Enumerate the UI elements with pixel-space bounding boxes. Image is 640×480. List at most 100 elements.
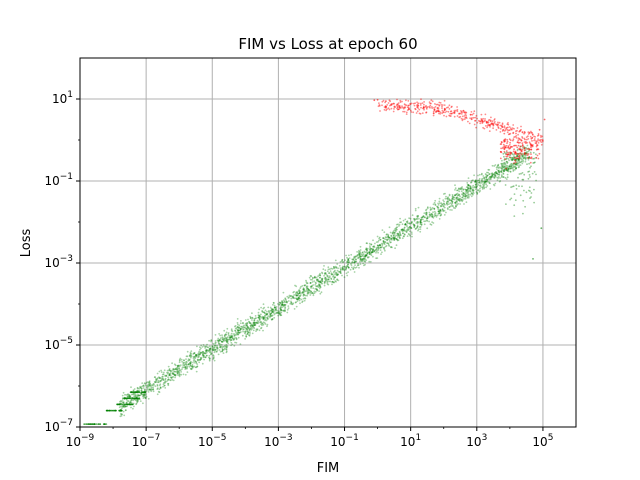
- data-point: [134, 394, 137, 396]
- data-point: [461, 196, 464, 199]
- data-point: [279, 312, 282, 314]
- data-point: [316, 278, 318, 281]
- data-point: [501, 122, 504, 125]
- data-point: [209, 357, 211, 360]
- data-point: [491, 174, 494, 177]
- data-point: [393, 232, 395, 234]
- data-point: [413, 226, 416, 229]
- data-point: [534, 161, 536, 164]
- data-point: [518, 164, 520, 167]
- data-point: [163, 384, 166, 387]
- data-point: [527, 150, 530, 152]
- data-point: [214, 344, 216, 346]
- data-point: [308, 276, 311, 279]
- data-point: [506, 140, 509, 143]
- data-point: [256, 328, 259, 331]
- data-point: [513, 162, 515, 165]
- data-point: [230, 341, 233, 344]
- data-point: [445, 201, 448, 204]
- data-point: [244, 331, 247, 334]
- data-point: [470, 187, 472, 190]
- data-point: [323, 282, 326, 285]
- data-point: [236, 322, 239, 324]
- data-point: [499, 167, 502, 169]
- data-point: [139, 385, 142, 388]
- data-point: [143, 396, 146, 398]
- data-point: [383, 246, 385, 249]
- data-point: [238, 326, 241, 329]
- data-point: [341, 267, 344, 270]
- data-point: [193, 356, 196, 359]
- data-point: [140, 391, 143, 394]
- data-point: [289, 294, 292, 297]
- data-point: [432, 211, 434, 214]
- data-point: [537, 138, 539, 141]
- data-point: [223, 348, 226, 351]
- data-point: [455, 198, 458, 200]
- data-point: [387, 107, 390, 110]
- data-point: [498, 171, 500, 174]
- data-point: [241, 334, 244, 337]
- data-point: [203, 352, 206, 355]
- data-point: [512, 150, 515, 153]
- data-point: [459, 203, 461, 205]
- data-point: [224, 347, 226, 350]
- data-point: [415, 227, 417, 230]
- data-point: [326, 274, 329, 277]
- data-point: [135, 403, 138, 406]
- data-point: [438, 209, 441, 212]
- data-point: [529, 176, 531, 178]
- data-point: [172, 371, 174, 374]
- data-point: [209, 349, 212, 352]
- data-point: [292, 302, 295, 305]
- data-point: [493, 176, 496, 179]
- data-point: [271, 315, 273, 317]
- data-point: [406, 235, 409, 238]
- data-point: [442, 209, 444, 212]
- data-point: [361, 251, 364, 254]
- data-point: [267, 315, 270, 317]
- data-point: [225, 341, 228, 343]
- data-point: [475, 186, 477, 189]
- data-point: [384, 245, 387, 248]
- data-point: [444, 111, 446, 114]
- data-point: [321, 280, 324, 282]
- data-point: [245, 324, 248, 326]
- data-point: [344, 259, 346, 262]
- data-point: [483, 177, 486, 180]
- data-point: [218, 340, 221, 342]
- data-point: [443, 214, 446, 216]
- data-point: [366, 249, 368, 252]
- data-point: [334, 259, 337, 262]
- data-point: [429, 106, 431, 109]
- data-point: [219, 346, 222, 349]
- data-point: [299, 292, 301, 295]
- data-point: [521, 185, 523, 188]
- data-point: [184, 366, 187, 368]
- data-point: [447, 201, 450, 203]
- data-point: [489, 176, 491, 178]
- data-point: [498, 121, 501, 124]
- data-point: [391, 239, 393, 241]
- data-point: [516, 157, 519, 160]
- data-point: [507, 167, 510, 170]
- data-point: [532, 162, 535, 164]
- data-point: [200, 344, 203, 347]
- data-point: [467, 191, 469, 194]
- data-point: [385, 244, 388, 247]
- data-point: [443, 109, 446, 112]
- data-point: [399, 233, 401, 236]
- data-point: [325, 277, 328, 280]
- data-point: [459, 197, 462, 200]
- data-point: [221, 347, 224, 349]
- data-point: [251, 319, 253, 321]
- data-point: [502, 152, 505, 155]
- data-point: [503, 150, 506, 153]
- data-point: [279, 314, 282, 317]
- data-point: [161, 373, 164, 376]
- data-point: [521, 162, 524, 165]
- data-point: [354, 255, 357, 258]
- data-point: [508, 164, 511, 167]
- data-point: [505, 127, 507, 130]
- data-point: [319, 292, 322, 295]
